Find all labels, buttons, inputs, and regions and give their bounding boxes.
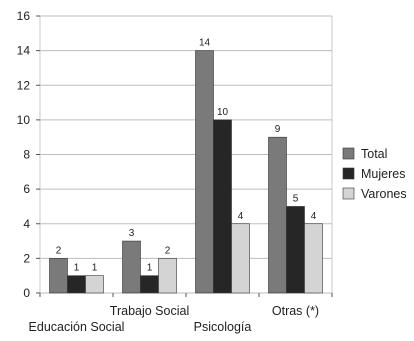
x-tick-label: Otras (*) — [272, 304, 319, 318]
y-tick-label: 12 — [17, 78, 31, 92]
legend-label-varones: Varones — [361, 187, 407, 201]
data-label: 2 — [165, 245, 171, 256]
data-label: 4 — [311, 211, 317, 222]
bar-mujeres-1 — [140, 275, 159, 294]
y-tick-label: 8 — [23, 148, 30, 162]
bar-mujeres-2 — [213, 119, 232, 294]
legend-swatch-mujeres — [342, 167, 355, 180]
data-label: 3 — [129, 228, 135, 239]
bar-mujeres-0 — [67, 275, 86, 294]
bar-varones-0 — [85, 275, 104, 294]
y-tick-label: 14 — [17, 44, 31, 58]
bar-total-3 — [268, 136, 287, 294]
data-label: 14 — [199, 38, 211, 49]
x-tick-label: Educación Social — [29, 320, 125, 334]
y-tick-label: 16 — [17, 9, 31, 23]
bar-total-2 — [195, 50, 214, 294]
data-label: 1 — [74, 263, 80, 274]
legend-swatch-varones — [342, 187, 355, 200]
y-tick-label: 4 — [23, 217, 30, 231]
legend-swatch-total — [342, 147, 355, 160]
bar-total-1 — [122, 240, 141, 294]
legend-label-mujeres: Mujeres — [361, 167, 405, 181]
y-tick-label: 10 — [17, 113, 31, 127]
y-tick-label: 6 — [23, 182, 30, 196]
legend-label-total: Total — [361, 147, 387, 161]
data-label: 1 — [147, 263, 153, 274]
x-tick-label: Trabajo Social — [110, 304, 189, 318]
legend: Total Mujeres Varones — [342, 147, 407, 201]
x-tick-label: Psicología — [194, 320, 252, 334]
data-label: 9 — [275, 124, 281, 135]
y-tick-label: 2 — [23, 251, 30, 265]
data-label: 5 — [293, 193, 299, 204]
bar-mujeres-3 — [286, 206, 305, 294]
data-label: 4 — [238, 211, 244, 222]
data-label: 2 — [56, 245, 62, 256]
bar-varones-3 — [304, 223, 323, 294]
data-label: 1 — [92, 263, 98, 274]
y-tick-label: 0 — [23, 286, 30, 300]
bar-total-0 — [49, 258, 68, 294]
bar-varones-2 — [231, 223, 250, 294]
data-label: 10 — [217, 107, 229, 118]
bar-varones-1 — [158, 258, 177, 294]
